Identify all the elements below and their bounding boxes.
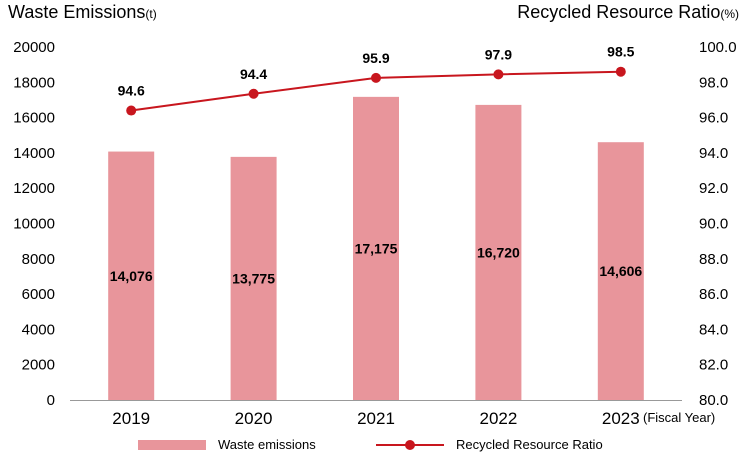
line-point-2022 [493, 69, 504, 80]
legend-bar-label: Waste emissions [218, 437, 316, 452]
bar-value-label: 17,175 [355, 240, 398, 256]
legend-line-swatch [376, 439, 444, 450]
line-value-label: 95.9 [362, 50, 389, 66]
y-right-tick-label: 88.0 [699, 251, 728, 268]
right-axis-unit: (%) [720, 7, 739, 21]
legend-item-ratio: Recycled Resource Ratio [376, 437, 603, 452]
y-left-tick-label: 20000 [13, 39, 55, 56]
bar-waste-2020 [230, 156, 277, 400]
y-right-tick-label: 96.0 [699, 110, 728, 127]
legend-line-label: Recycled Resource Ratio [456, 437, 603, 452]
line-value-label: 98.5 [607, 44, 634, 60]
x-tick-label: 2020 [235, 409, 273, 428]
line-value-label: 97.9 [485, 46, 512, 62]
line-point-2019 [126, 105, 137, 116]
bar-value-label: 13,775 [232, 270, 275, 286]
right-axis-title-text: Recycled Resource Ratio [517, 2, 721, 22]
line-point-2023 [615, 66, 626, 77]
bar-waste-2022 [475, 104, 522, 400]
x-tick-label: 2023 [602, 409, 640, 428]
legend-bar-swatch [138, 439, 206, 450]
line-point-2021 [371, 72, 381, 83]
x-tick-label: 2019 [112, 409, 150, 428]
y-right-tick-label: 84.0 [699, 321, 728, 338]
x-tick-label: 2022 [479, 409, 517, 428]
y-left-tick-label: 0 [47, 392, 55, 409]
y-left-tick-label: 14000 [13, 145, 55, 162]
bar-waste-2019 [108, 151, 155, 400]
legend: Waste emissions Recycled Resource Ratio [0, 437, 747, 457]
left-axis-unit: (t) [145, 7, 157, 21]
y-right-tick-label: 100.0 [699, 39, 737, 56]
y-right-tick-label: 82.0 [699, 357, 728, 374]
line-value-label: 94.6 [118, 83, 145, 99]
bar-value-label: 14,076 [110, 268, 153, 284]
y-right-tick-label: 80.0 [699, 392, 728, 409]
y-left-tick-label: 8000 [22, 251, 55, 268]
line-value-label: 94.4 [240, 66, 267, 82]
y-left-tick-label: 4000 [22, 321, 55, 338]
y-left-tick-label: 2000 [22, 357, 55, 374]
y-left-tick-label: 12000 [13, 180, 55, 197]
right-axis-title: Recycled Resource Ratio(%) [517, 2, 739, 23]
legend-line-marker [405, 439, 415, 450]
y-left-tick-label: 10000 [13, 216, 55, 233]
y-left-tick-label: 6000 [22, 286, 55, 303]
left-axis-title: Waste Emissions(t) [8, 2, 157, 23]
y-left-tick-label: 16000 [13, 110, 55, 127]
y-right-tick-label: 92.0 [699, 180, 728, 197]
bar-waste-2021 [353, 96, 399, 400]
left-axis-title-text: Waste Emissions [8, 2, 146, 22]
y-right-tick-label: 94.0 [699, 145, 728, 162]
y-right-tick-label: 98.0 [699, 74, 728, 91]
bar-value-label: 16,720 [477, 244, 520, 260]
bar-value-label: 14,606 [599, 263, 642, 279]
line-point-2020 [248, 88, 259, 99]
y-left-tick-label: 18000 [13, 74, 55, 91]
bar-waste-2023 [597, 142, 644, 400]
x-tick-label: 2021 [357, 409, 395, 428]
y-right-tick-label: 86.0 [699, 286, 728, 303]
legend-item-waste: Waste emissions [138, 437, 316, 452]
y-right-tick-label: 90.0 [699, 216, 728, 233]
x-axis-unit: (Fiscal Year) [643, 410, 716, 425]
